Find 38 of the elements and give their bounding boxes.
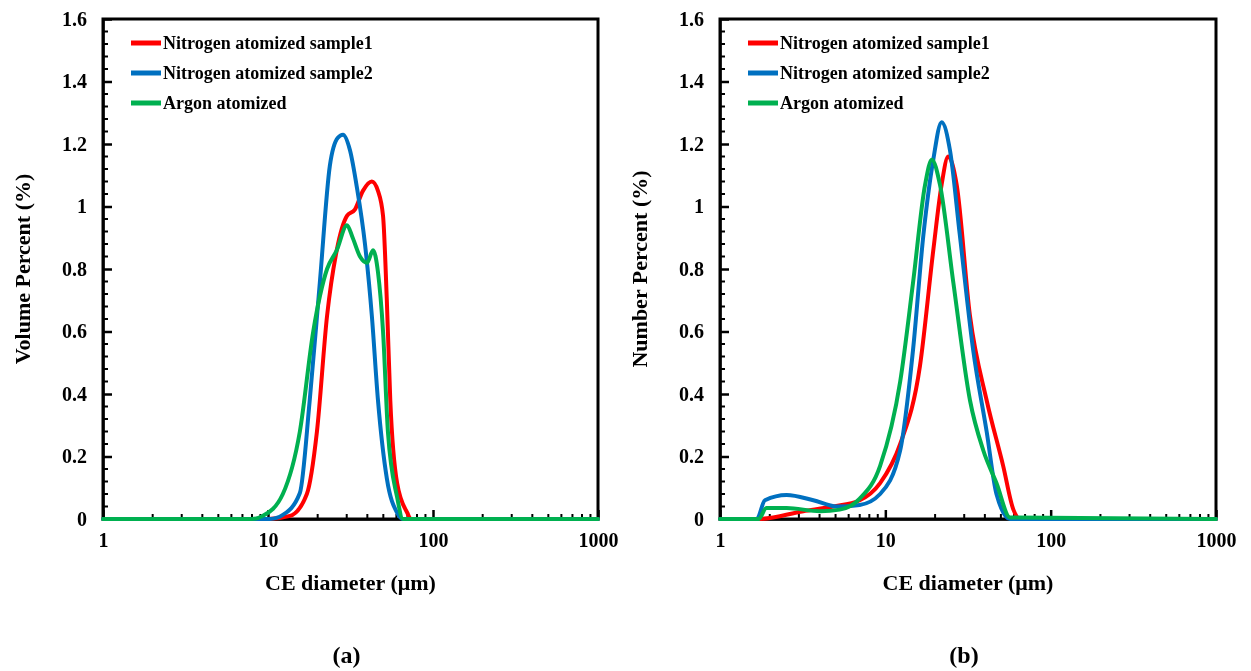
y-tick-label: 0.2 bbox=[62, 445, 87, 468]
y-tick-label: 0.8 bbox=[679, 257, 704, 280]
x-tick-label: 1 bbox=[715, 529, 726, 552]
x-tick-label: 10 bbox=[258, 529, 279, 552]
y-tick-label: 1 bbox=[694, 195, 704, 218]
x-axis-title: CE diameter (μm) bbox=[265, 570, 436, 595]
y-tick-label: 1.4 bbox=[62, 70, 87, 93]
y-tick-label: 0.2 bbox=[679, 445, 704, 468]
y-tick-label: 1.4 bbox=[679, 70, 704, 93]
legend-label: Nitrogen atomized sample2 bbox=[163, 63, 373, 83]
legend-label: Argon atomized bbox=[163, 93, 287, 113]
x-tick-label: 100 bbox=[418, 529, 449, 552]
y-axis-title: Volume Percent (%) bbox=[10, 173, 35, 365]
x-tick-label: 1000 bbox=[578, 529, 619, 552]
y-tick-label: 0 bbox=[694, 507, 704, 530]
y-tick-label: 0.4 bbox=[62, 382, 87, 405]
legend-label: Nitrogen atomized sample2 bbox=[780, 63, 990, 83]
y-tick-label: 1.6 bbox=[62, 7, 87, 30]
y-tick-label: 1.2 bbox=[62, 132, 87, 155]
y-tick-label: 0.8 bbox=[62, 257, 87, 280]
y-tick-label: 0.4 bbox=[679, 382, 704, 405]
y-tick-label: 1.2 bbox=[679, 132, 704, 155]
y-tick-label: 1 bbox=[77, 195, 87, 218]
legend-label: Nitrogen atomized sample1 bbox=[163, 33, 373, 53]
x-tick-label: 10 bbox=[875, 529, 896, 552]
y-tick-label: 1.6 bbox=[679, 7, 704, 30]
y-tick-label: 0 bbox=[77, 507, 87, 530]
y-axis-title: Number Percent (%) bbox=[627, 170, 652, 368]
legend-label: Argon atomized bbox=[780, 93, 904, 113]
text: (a) bbox=[332, 642, 361, 668]
y-tick-label: 0.6 bbox=[679, 320, 704, 343]
x-axis-title: CE diameter (μm) bbox=[882, 570, 1054, 595]
text: (b) bbox=[949, 642, 979, 668]
x-tick-label: 1000 bbox=[1196, 529, 1237, 552]
x-tick-label: 100 bbox=[1036, 529, 1067, 552]
legend-label: Nitrogen atomized sample1 bbox=[780, 33, 990, 53]
x-tick-label: 1 bbox=[98, 529, 109, 552]
y-tick-label: 0.6 bbox=[62, 320, 87, 343]
